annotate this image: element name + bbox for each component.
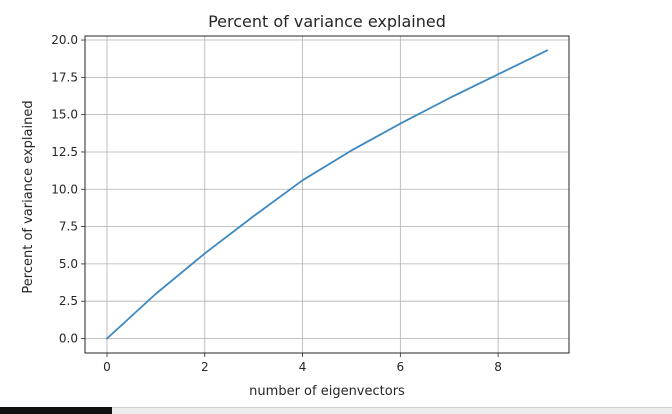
x-tick-label: 0 [103, 360, 111, 374]
x-tick-label: 2 [201, 360, 209, 374]
y-tick-label: 0.0 [59, 332, 78, 346]
x-axis-ticks: 0 2 4 6 8 [103, 353, 502, 374]
grid-lines [85, 36, 569, 353]
data-point [399, 123, 401, 125]
y-axis-title: Percent of variance explained [21, 100, 36, 293]
taskbar-light-segment [112, 407, 672, 414]
data-point [497, 73, 499, 75]
y-tick-label: 12.5 [51, 145, 78, 159]
plot-frame [84, 35, 570, 354]
chart-title: Percent of variance explained [208, 12, 446, 31]
data-point [302, 179, 304, 181]
x-tick-label: 4 [299, 360, 307, 374]
data-point [253, 215, 255, 217]
series-line [105, 49, 549, 340]
y-axis-ticks: 0.0 2.5 5.0 7.5 10.0 12.5 15.0 17.5 20.0 [51, 33, 85, 346]
y-tick-label: 7.5 [59, 220, 78, 234]
y-tick-label: 17.5 [51, 70, 78, 84]
taskbar-dark-segment [0, 407, 112, 414]
y-tick-label: 15.0 [51, 108, 78, 122]
x-tick-label: 8 [494, 360, 502, 374]
x-axis-title: number of eigenvectors [249, 384, 405, 399]
data-point [448, 97, 450, 99]
y-tick-label: 20.0 [51, 33, 78, 47]
series-layer [105, 49, 549, 340]
data-point [155, 293, 157, 295]
y-tick-label: 2.5 [59, 294, 78, 308]
data-point [350, 149, 352, 151]
taskbar-strip [0, 407, 672, 414]
data-point [204, 252, 206, 254]
data-point [546, 49, 548, 51]
x-tick-label: 6 [397, 360, 405, 374]
data-point [106, 338, 108, 340]
y-tick-label: 5.0 [59, 257, 78, 271]
y-tick-label: 10.0 [51, 182, 78, 196]
